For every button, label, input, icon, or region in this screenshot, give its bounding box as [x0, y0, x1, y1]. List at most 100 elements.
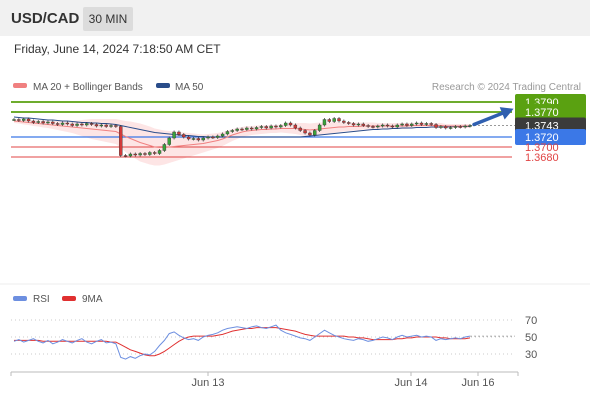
rsi-panel: 70 50 30: [11, 315, 537, 361]
ma50-legend-swatch: [156, 83, 170, 88]
candle-body: [444, 126, 448, 129]
candle: [322, 118, 327, 127]
candle: [458, 125, 463, 129]
candle-body: [249, 127, 254, 130]
candle: [410, 122, 414, 127]
candle: [332, 117, 336, 123]
candle: [51, 120, 55, 125]
timeframe-button[interactable]: 30 MIN: [83, 7, 133, 31]
candle-body: [119, 126, 123, 156]
currency-pair-title: USD/CAD: [11, 10, 80, 27]
candle: [376, 124, 380, 129]
candle: [293, 123, 298, 130]
candle-body: [453, 126, 458, 128]
candle-body: [303, 130, 307, 134]
candle-body: [371, 126, 375, 128]
candle-body: [405, 123, 409, 126]
candle: [385, 123, 390, 128]
candle: [371, 125, 375, 129]
candle: [177, 130, 181, 136]
ma50-legend-label: MA 50: [175, 82, 204, 93]
candle: [36, 120, 40, 124]
candle: [434, 123, 438, 129]
candle: [327, 118, 332, 123]
candle-body: [104, 124, 108, 127]
candle: [123, 154, 128, 158]
rsi-ma9-line: [14, 327, 471, 357]
candle-body: [216, 135, 220, 138]
candle: [167, 136, 171, 146]
candle: [298, 126, 302, 132]
candle: [235, 127, 239, 132]
candle-body: [351, 123, 356, 126]
candle-body: [80, 123, 84, 126]
candle-body: [458, 126, 463, 128]
candle-body: [274, 125, 278, 128]
candle-body: [400, 123, 404, 126]
x-axis: Jun 13 Jun 14 Jun 16: [10, 371, 519, 389]
legend: MA 20 + Bollinger Bands MA 50 Research ©…: [13, 82, 581, 93]
candle-body: [196, 138, 201, 141]
candle: [182, 133, 186, 139]
candle-body: [298, 127, 302, 131]
candle-body: [177, 131, 181, 135]
candle-body: [347, 122, 351, 124]
candle: [303, 129, 307, 135]
candle: [230, 129, 235, 133]
candle: [279, 124, 283, 129]
candle: [317, 123, 322, 132]
candle-body: [317, 124, 322, 131]
candle: [133, 152, 137, 157]
candle: [206, 135, 210, 140]
candle-body: [308, 132, 312, 136]
candle-body: [46, 121, 50, 124]
candle-body: [245, 127, 249, 130]
ma9-legend-swatch: [62, 296, 76, 301]
candle-body: [128, 153, 133, 157]
candle-body: [424, 123, 429, 125]
candle: [439, 125, 443, 129]
candle-body: [152, 152, 157, 154]
candle: [337, 117, 341, 123]
candle-body: [55, 123, 60, 125]
candle: [366, 124, 370, 128]
candle-body: [434, 124, 438, 128]
x-tick-label: Jun 14: [394, 377, 427, 389]
candle-body: [376, 125, 380, 128]
candle: [405, 122, 409, 127]
candle: [259, 125, 264, 129]
candle-body: [419, 122, 424, 125]
candle-body: [26, 118, 31, 122]
candle-body: [191, 138, 196, 140]
candle: [119, 125, 123, 157]
candle: [313, 129, 317, 137]
candle: [356, 122, 361, 127]
candle: [240, 127, 244, 131]
candle-body: [75, 123, 79, 126]
candle-body: [41, 121, 45, 124]
timestamp: Friday, June 14, 2024 7:18:50 AM CET: [14, 42, 221, 56]
candle: [138, 152, 142, 157]
candle: [249, 126, 254, 131]
candle-body: [17, 119, 21, 121]
candle: [274, 124, 278, 129]
candle-body: [327, 119, 332, 122]
candle: [308, 131, 312, 137]
candle-body: [157, 150, 162, 154]
candle: [89, 122, 94, 126]
candle-body: [167, 137, 171, 145]
level-label: 1.3700: [525, 142, 559, 154]
candle: [148, 151, 152, 156]
candle-body: [51, 121, 55, 124]
candle: [80, 122, 84, 127]
candle: [31, 119, 36, 124]
header-bar: USD/CAD 30 MIN: [0, 0, 590, 36]
candle: [21, 117, 26, 122]
rsi-tick-label: 70: [525, 315, 537, 327]
candle-body: [390, 125, 395, 128]
candle: [361, 122, 365, 127]
rsi-tick-label: 50: [525, 332, 537, 344]
x-tick-label: Jun 16: [461, 377, 494, 389]
candle: [60, 121, 65, 126]
